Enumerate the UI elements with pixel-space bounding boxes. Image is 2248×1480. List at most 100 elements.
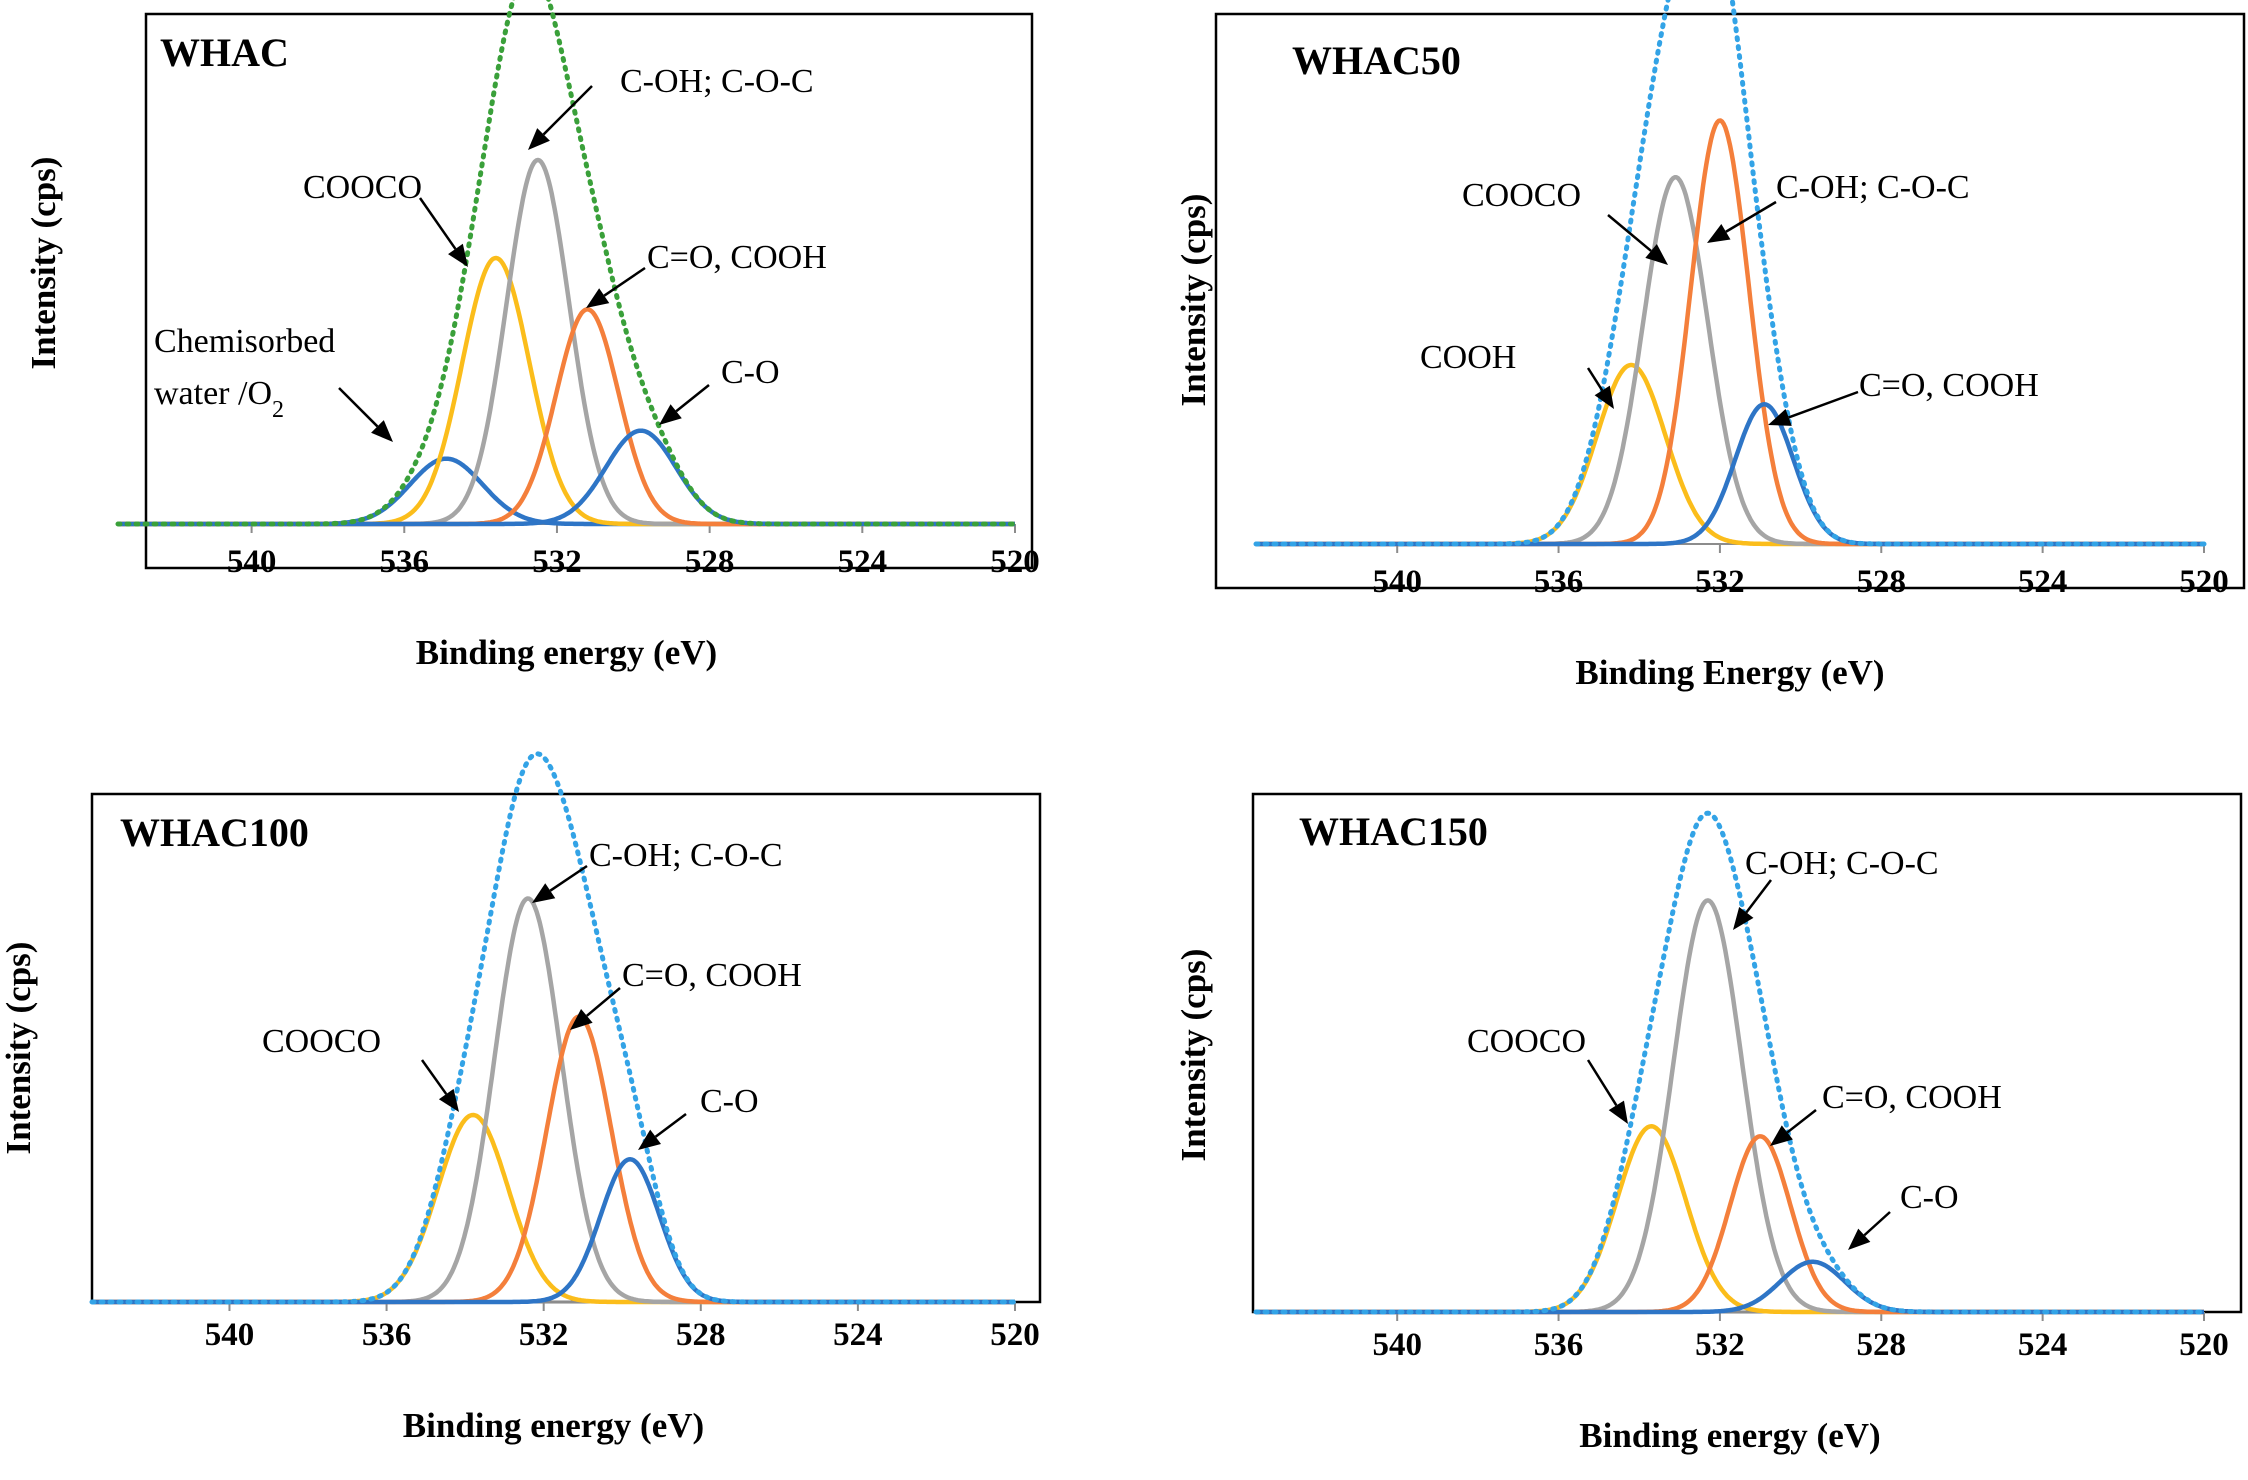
annotation-arrowhead bbox=[1848, 1228, 1871, 1250]
annotation-arrowhead bbox=[586, 288, 610, 308]
chart-panel-whac: 540 536 532 528 524 520 Binding energy (eV) Int… bbox=[24, 0, 1040, 672]
annotation-arrow bbox=[418, 197, 457, 250]
x-tick-label: 536 bbox=[362, 1317, 412, 1353]
x-tick-label: 528 bbox=[1857, 1327, 1907, 1363]
annotation-label: C-O bbox=[1900, 1179, 1959, 1216]
peak-c-o-cooh bbox=[1255, 402, 2205, 547]
annotation-arrow bbox=[1586, 1059, 1618, 1107]
x-tick-label: 528 bbox=[1857, 564, 1907, 600]
annotation-arrow bbox=[542, 85, 593, 136]
x-axis-title: Binding energy (eV) bbox=[403, 1406, 704, 1445]
envelope-curve bbox=[115, 0, 1018, 527]
annotation-label: COOCO bbox=[1462, 177, 1581, 214]
annotation-arrow bbox=[586, 987, 621, 1017]
x-tick-label: 520 bbox=[990, 1317, 1040, 1353]
peak-cooco bbox=[1255, 175, 2205, 547]
annotation-label: C=O, COOH bbox=[1859, 367, 2039, 404]
annotation-arrow bbox=[1863, 1211, 1891, 1237]
y-axis-title: Intensity (cps) bbox=[1174, 949, 1213, 1162]
panel-title: WHAC bbox=[160, 30, 289, 75]
x-tick-label: 524 bbox=[833, 1317, 883, 1353]
x-tick-label: 524 bbox=[838, 544, 888, 580]
chart-frame bbox=[144, 12, 1034, 570]
x-tick-label: 540 bbox=[1372, 564, 1422, 600]
x-tick-label: 524 bbox=[2018, 564, 2068, 600]
x-tick-label: 532 bbox=[1695, 564, 1745, 600]
annotation-arrowhead bbox=[438, 1088, 459, 1112]
annotation-label: C-OH; C-O-C bbox=[589, 837, 783, 874]
y-axis-title: Intensity (cps) bbox=[24, 157, 63, 370]
chart-panel-whac150: 540 536 532 528 524 520 Binding energy (eV) Int… bbox=[1174, 792, 2243, 1455]
x-tick-label: 528 bbox=[685, 544, 735, 580]
annotation-arrowhead bbox=[659, 404, 682, 425]
peak-c-o bbox=[117, 428, 1016, 527]
annotation-label: C-O bbox=[700, 1083, 759, 1120]
annotation-label: COOCO bbox=[262, 1023, 381, 1060]
annotation-label: COOCO bbox=[303, 169, 422, 206]
y-axis-title: Intensity (cps) bbox=[1174, 194, 1213, 407]
x-tick-label: 532 bbox=[532, 544, 582, 580]
annotation-label: COOCO bbox=[1467, 1023, 1586, 1060]
chart-frame bbox=[1214, 12, 2246, 590]
annotation-arrowhead bbox=[1645, 244, 1668, 265]
peak-c-o-cooh bbox=[1255, 1134, 2205, 1315]
annotation-arrowhead bbox=[1733, 907, 1754, 930]
x-tick-label: 524 bbox=[2018, 1327, 2068, 1363]
annotation-label: C=O, COOH bbox=[647, 239, 827, 276]
annotation-arrowhead bbox=[1608, 1100, 1628, 1124]
annotation-arrow bbox=[420, 1059, 448, 1095]
chart-panel-whac50: 540 536 532 528 524 520 Binding Energy (eV) Int… bbox=[1174, 0, 2246, 692]
x-tick-label: 540 bbox=[205, 1317, 255, 1353]
annotation-label: Chemisorbed bbox=[154, 323, 335, 360]
x-axis-title: Binding energy (eV) bbox=[1579, 1416, 1880, 1455]
annotation-arrow bbox=[675, 384, 710, 413]
x-tick-label: 540 bbox=[1372, 1327, 1422, 1363]
annotation-label: C-O bbox=[721, 354, 780, 391]
panel-title: WHAC100 bbox=[120, 810, 309, 855]
x-tick-label: 532 bbox=[519, 1317, 569, 1353]
annotation-arrowhead bbox=[528, 128, 550, 150]
peak-c-oh-c-o-c bbox=[1255, 898, 2205, 1315]
annotation-arrowhead bbox=[1770, 1125, 1793, 1146]
annotation-label: COOH bbox=[1420, 339, 1516, 376]
x-tick-label: 520 bbox=[990, 544, 1040, 580]
annotation-label: C=O, COOH bbox=[1822, 1079, 2002, 1116]
annotation-label: C-OH; C-O-C bbox=[1776, 169, 1970, 206]
x-tick-label: 536 bbox=[1534, 564, 1584, 600]
envelope-curve bbox=[89, 751, 1018, 1305]
annotation-arrowhead bbox=[532, 883, 556, 903]
annotation-label: C-OH; C-O-C bbox=[620, 63, 814, 100]
peak-c-o bbox=[91, 1157, 1016, 1305]
annotation-label: C=O, COOH bbox=[622, 957, 802, 994]
x-tick-label: 520 bbox=[2179, 564, 2229, 600]
chart-panel-whac100: 540 536 532 528 524 520 Binding energy (eV) Int… bbox=[0, 751, 1042, 1445]
annotation-arrowhead bbox=[1768, 408, 1792, 426]
annotation-arrowhead bbox=[448, 243, 468, 267]
annotation-arrow bbox=[1725, 200, 1777, 233]
peak-c-o bbox=[1255, 1259, 2205, 1315]
x-tick-label: 528 bbox=[676, 1317, 726, 1353]
annotation-arrow bbox=[603, 266, 646, 297]
peak-c-o-cooh bbox=[91, 1014, 1016, 1305]
annotation-arrowhead bbox=[570, 1008, 593, 1030]
envelope-curve bbox=[1253, 810, 2207, 1315]
annotation-arrow bbox=[338, 387, 379, 428]
annotation-arrow bbox=[1745, 879, 1772, 914]
annotation-label: water /O2 bbox=[154, 375, 284, 423]
x-tick-label: 536 bbox=[1534, 1327, 1584, 1363]
panel-title: WHAC150 bbox=[1299, 809, 1488, 854]
annotation-arrowhead bbox=[1594, 385, 1614, 409]
chart-frame bbox=[90, 792, 1042, 1304]
annotation-arrowhead bbox=[1707, 224, 1731, 243]
annotation-arrow bbox=[549, 864, 588, 892]
annotation-arrow bbox=[1607, 214, 1652, 252]
x-axis-title: Binding Energy (eV) bbox=[1575, 653, 1884, 692]
annotation-arrowhead bbox=[638, 1129, 661, 1150]
x-axis-title: Binding energy (eV) bbox=[416, 633, 717, 672]
x-tick-label: 536 bbox=[380, 544, 430, 580]
peak-cooco bbox=[91, 1112, 1016, 1305]
annotation-label: C-OH; C-O-C bbox=[1745, 845, 1939, 882]
annotation-arrow bbox=[1586, 367, 1604, 392]
